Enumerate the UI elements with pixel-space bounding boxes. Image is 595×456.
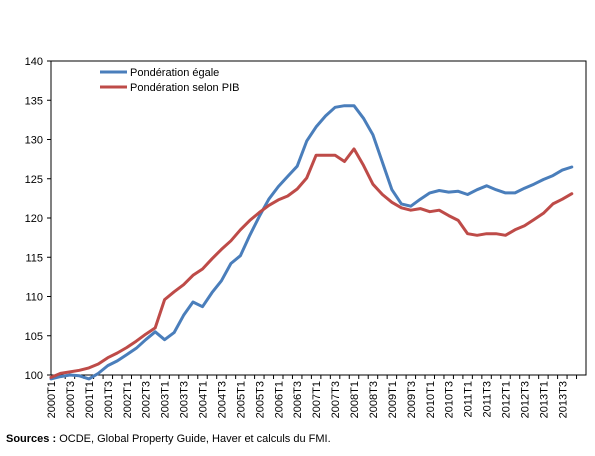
x-tick-label: 2001T1 xyxy=(84,381,96,418)
plot-area xyxy=(50,60,587,376)
y-tick-label: 130 xyxy=(25,135,43,147)
x-tick-label: 2011T1 xyxy=(463,381,475,418)
x-tick-label: 2006T1 xyxy=(273,381,285,418)
x-tick-label: 2010T1 xyxy=(425,381,437,418)
y-tick-label: 110 xyxy=(25,292,43,304)
series-line-2 xyxy=(49,147,574,379)
x-tick-label: 2012T3 xyxy=(519,381,531,418)
x-tick-label: 2004T3 xyxy=(216,381,228,418)
x-tick-label: 2008T3 xyxy=(368,381,380,418)
x-tick-label: 2001T3 xyxy=(103,381,115,418)
y-tick-label: 105 xyxy=(25,331,43,343)
x-tick-label: 2012T1 xyxy=(501,381,513,418)
source-label: Sources : xyxy=(6,433,57,445)
y-tick-label: 100 xyxy=(25,370,43,382)
series-line-1 xyxy=(49,104,574,381)
legend-label: Pondération égale xyxy=(130,67,219,79)
x-tick-label: 2013T1 xyxy=(538,381,550,418)
x-tick-label: 2000T1 xyxy=(46,381,58,418)
x-tick-label: 2008T1 xyxy=(349,381,361,418)
x-tick-label: 2011T3 xyxy=(482,381,494,418)
x-tick-label: 2003T1 xyxy=(160,381,172,418)
x-tick-label: 2004T1 xyxy=(198,381,210,418)
x-tick-label: 2003T3 xyxy=(179,381,191,418)
x-tick-label: 2009T1 xyxy=(387,381,399,418)
x-axis: 2000T1 2000T3 2001T1 2001T3 2002T1 2002T3 2003… xyxy=(46,375,578,418)
legend: Pondération égale Pondération selon PIB xyxy=(100,67,239,94)
y-tick-label: 120 xyxy=(25,213,43,225)
x-tick-label: 2013T3 xyxy=(557,381,569,418)
y-tick-label: 115 xyxy=(25,252,43,264)
y-axis: 100 105 110 115 120 125 130 135 140 xyxy=(25,56,51,382)
x-tick-label: 2006T3 xyxy=(292,381,304,418)
y-tick-label: 140 xyxy=(25,56,43,68)
x-tick-label: 2009T3 xyxy=(406,381,418,418)
y-tick-label: 125 xyxy=(25,174,43,186)
source-note: Sources : OCDE, Global Property Guide, H… xyxy=(6,433,331,445)
source-text: OCDE, Global Property Guide, Haver et ca… xyxy=(59,433,331,445)
x-tick-label: 2002T3 xyxy=(141,381,153,418)
x-tick-label: 2007T1 xyxy=(311,381,323,418)
series-lines xyxy=(49,104,574,381)
x-tick-label: 2007T3 xyxy=(330,381,342,418)
x-tick-label: 2010T3 xyxy=(444,381,456,418)
y-tick-label: 135 xyxy=(25,95,43,107)
x-tick-label: 2005T1 xyxy=(235,381,247,418)
legend-label: Pondération selon PIB xyxy=(130,82,239,94)
x-tick-label: 2005T3 xyxy=(254,381,266,418)
x-tick-label: 2000T3 xyxy=(65,381,77,418)
x-tick-label: 2002T1 xyxy=(122,381,134,418)
